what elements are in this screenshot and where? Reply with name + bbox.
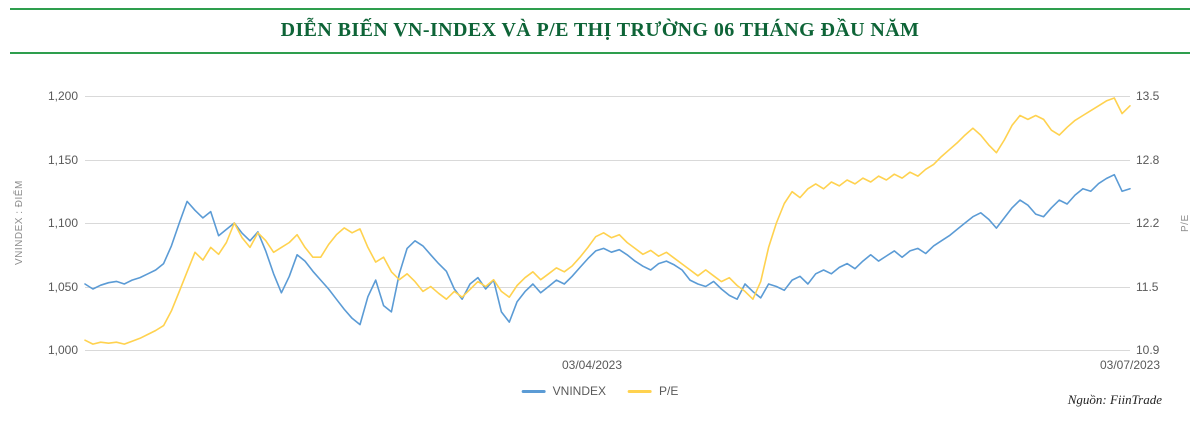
y-axis-tick-right: 13.5 — [1136, 89, 1160, 103]
legend-item-vnindex: VNINDEX — [521, 384, 606, 398]
y-axis-title-right: P/E — [1180, 214, 1191, 232]
y-axis-tick-right: 12.8 — [1136, 152, 1160, 167]
y-axis-title-left: VNINDEX : ĐIỂM — [14, 180, 25, 266]
gridline — [85, 223, 1130, 224]
gridline — [85, 96, 1130, 97]
series-line-p-e — [84, 97, 1131, 345]
x-axis-tick-mid: 03/04/2023 — [561, 358, 623, 372]
y-axis-tick-left: 1,000 — [47, 343, 78, 357]
legend-label-pe: P/E — [659, 384, 679, 398]
legend-item-pe: P/E — [628, 384, 678, 398]
chart-legend: VNINDEX P/E — [521, 384, 678, 398]
legend-label-vnindex: VNINDEX — [552, 384, 606, 398]
gridline — [85, 159, 1130, 161]
source-credit: Nguồn: FiinTrade — [1067, 392, 1162, 407]
y-axis-tick-right: 11.5 — [1136, 279, 1159, 294]
y-axis-tick-left: 1,200 — [47, 89, 78, 103]
series-line-vnindex — [84, 173, 1131, 326]
chart-plot — [84, 97, 1131, 345]
legend-line-icon-pe — [628, 389, 652, 393]
gridline — [85, 286, 1130, 288]
gridline-baseline — [85, 350, 1130, 351]
title-banner: DIỄN BIẾN VN-INDEX VÀ P/E THỊ TRƯỜNG 06 … — [10, 8, 1190, 54]
y-axis-tick-right: 12.2 — [1136, 216, 1160, 230]
y-axis-tick-left: 1,050 — [47, 279, 78, 294]
y-axis-tick-left: 1,100 — [47, 216, 78, 230]
y-axis-tick-right: 10.9 — [1136, 343, 1160, 357]
page-title: DIỄN BIẾN VN-INDEX VÀ P/E THỊ TRƯỜNG 06 … — [280, 19, 920, 41]
legend-line-icon-vnindex — [521, 389, 546, 393]
x-axis-tick-end: 03/07/2023 — [1099, 358, 1161, 372]
y-axis-tick-left: 1,150 — [47, 152, 78, 167]
